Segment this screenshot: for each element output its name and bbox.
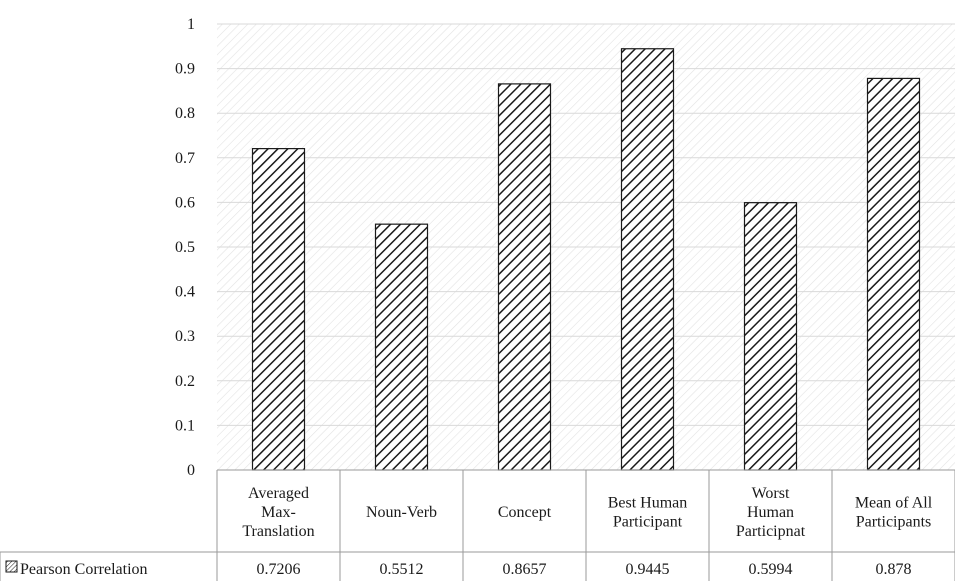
y-tick-label: 1 [187, 16, 195, 33]
value-label: 0.878 [876, 561, 912, 578]
category-label: Worst [752, 485, 790, 502]
bar [497, 83, 552, 471]
category-label: Participnat [736, 523, 806, 540]
bar [743, 202, 798, 471]
y-tick-label: 0.2 [175, 373, 195, 390]
value-label: 0.9445 [626, 561, 670, 578]
category-label: Averaged [248, 485, 309, 502]
gridlines [217, 23, 955, 471]
y-tick-label: 0.1 [175, 417, 195, 434]
category-label: Noun-Verb [366, 504, 437, 521]
category-label: Human [747, 504, 794, 521]
category-label: Participant [613, 514, 683, 531]
y-tick-label: 0.5 [175, 239, 195, 256]
y-tick-label: 0.6 [175, 194, 195, 211]
value-label: 0.5512 [380, 561, 424, 578]
data-table: Averaged Max- Translation Noun-Verb Concept B… [0, 469, 955, 581]
bars [251, 48, 921, 471]
y-tick-label: 0.4 [175, 284, 195, 301]
category-label: Best Human [608, 495, 688, 512]
y-tick-label: 0.7 [175, 150, 195, 167]
legend-series-name: Pearson Correlation [20, 561, 148, 578]
category-label: Participants [856, 514, 932, 531]
bar [374, 223, 429, 471]
category-label: Translation [242, 523, 314, 540]
bar [620, 48, 675, 471]
y-tick-label: 0 [187, 462, 195, 479]
bar [866, 77, 921, 471]
value-label: 0.5994 [749, 561, 793, 578]
category-label: Max- [261, 504, 296, 521]
category-label: Mean of All [855, 495, 933, 512]
y-tick-label: 0.3 [175, 328, 195, 345]
y-tick-label: 0.9 [175, 61, 195, 78]
y-axis: 0 0.1 0.2 0.3 0.4 0.5 0.6 0.7 0.8 0.9 1 [175, 16, 195, 479]
category-label: Concept [498, 504, 552, 521]
y-tick-label: 0.8 [175, 105, 195, 122]
legend-swatch [5, 560, 18, 573]
value-label: 0.8657 [503, 561, 547, 578]
value-label: 0.7206 [257, 561, 301, 578]
bar [251, 148, 306, 471]
